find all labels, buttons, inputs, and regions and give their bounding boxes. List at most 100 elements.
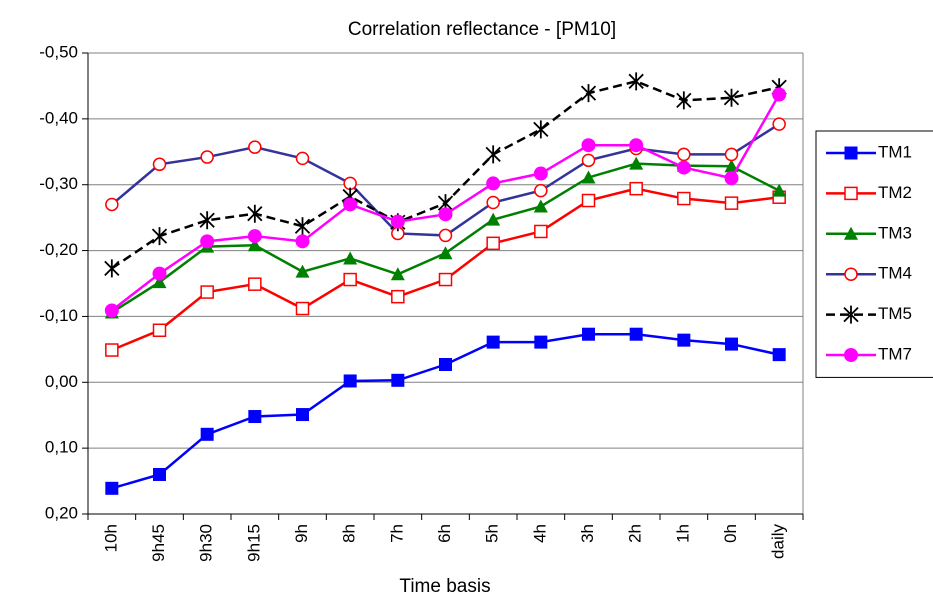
x-tick-label: 7h <box>387 524 406 543</box>
legend-label: TM5 <box>878 304 912 323</box>
x-tick-label: 0h <box>721 524 740 543</box>
marker <box>629 327 643 341</box>
marker <box>677 147 691 162</box>
marker <box>629 138 644 153</box>
marker <box>152 275 167 289</box>
marker <box>676 91 692 110</box>
marker <box>629 181 643 196</box>
marker <box>438 207 453 222</box>
marker <box>629 156 644 170</box>
legend-label: TM2 <box>878 183 912 202</box>
y-tick-label: -0,20 <box>39 240 78 259</box>
x-tick-label: 10h <box>101 524 120 552</box>
marker <box>677 333 691 347</box>
marker <box>486 195 500 210</box>
marker <box>486 236 500 251</box>
x-axis-label: Time basis <box>399 576 490 597</box>
marker <box>247 204 263 223</box>
marker <box>581 153 596 168</box>
marker <box>582 327 595 341</box>
legend-box <box>815 130 933 378</box>
x-tick-label: 1h <box>673 524 692 543</box>
marker <box>438 228 453 243</box>
marker <box>151 227 168 246</box>
marker <box>153 467 166 481</box>
marker <box>247 238 262 252</box>
marker <box>104 303 119 318</box>
legend-marker <box>844 267 858 281</box>
x-tick-label: 4h <box>530 524 549 543</box>
y-tick-label: -0,50 <box>39 42 78 61</box>
marker <box>152 266 167 281</box>
marker <box>248 410 262 424</box>
marker <box>772 348 786 362</box>
x-tick-label: 2h <box>626 524 645 543</box>
marker <box>724 171 739 186</box>
marker <box>152 157 167 172</box>
marker <box>199 211 215 230</box>
marker <box>391 289 405 304</box>
y-tick-label: -0,30 <box>39 174 78 193</box>
marker <box>295 151 310 166</box>
x-tick-label: 5h <box>483 524 502 543</box>
marker <box>486 212 501 226</box>
marker <box>724 147 739 162</box>
marker <box>724 196 739 210</box>
marker <box>772 87 787 102</box>
marker <box>725 337 738 351</box>
marker <box>533 166 548 181</box>
x-tick-label: 9h <box>292 524 311 543</box>
marker <box>105 481 119 495</box>
marker <box>676 160 691 175</box>
legend-marker <box>844 146 858 160</box>
marker <box>390 214 405 229</box>
marker <box>295 264 310 278</box>
marker <box>580 84 597 103</box>
marker <box>200 427 214 441</box>
marker <box>200 150 214 164</box>
series-line <box>111 332 780 490</box>
y-tick-label: 0,20 <box>45 503 78 522</box>
x-tick-label: 9h45 <box>149 524 168 562</box>
x-tick-label: 9h15 <box>244 524 263 562</box>
marker <box>247 229 262 244</box>
marker <box>486 176 501 191</box>
legend-label: TM1 <box>878 142 912 161</box>
marker <box>534 224 548 239</box>
marker <box>724 159 739 173</box>
series <box>105 327 786 495</box>
y-tick-label: -0,10 <box>39 306 78 325</box>
marker <box>248 277 262 291</box>
marker <box>533 199 548 213</box>
x-tick-label: daily <box>769 524 788 559</box>
series <box>104 87 787 318</box>
marker <box>295 301 310 316</box>
marker <box>343 272 357 287</box>
marker <box>295 234 310 249</box>
legend-label: TM3 <box>878 223 912 242</box>
marker <box>581 193 596 208</box>
x-tick-label: 6h <box>435 524 454 543</box>
marker <box>486 335 500 349</box>
marker <box>439 358 452 372</box>
marker <box>343 374 357 388</box>
y-tick-label: 0,10 <box>45 438 78 457</box>
marker <box>438 272 453 287</box>
x-tick-label: 9h30 <box>197 524 216 562</box>
y-tick-label: -0,40 <box>39 108 78 127</box>
marker <box>533 120 549 139</box>
marker <box>391 373 405 387</box>
x-tick-label: 3h <box>578 524 597 543</box>
marker <box>723 88 740 107</box>
marker <box>343 197 358 212</box>
marker <box>438 246 453 260</box>
marker <box>628 72 644 91</box>
marker <box>534 335 548 349</box>
marker <box>581 138 596 153</box>
marker <box>581 170 596 184</box>
marker <box>200 234 215 249</box>
legend-label: TM4 <box>878 264 912 283</box>
marker <box>390 267 405 281</box>
